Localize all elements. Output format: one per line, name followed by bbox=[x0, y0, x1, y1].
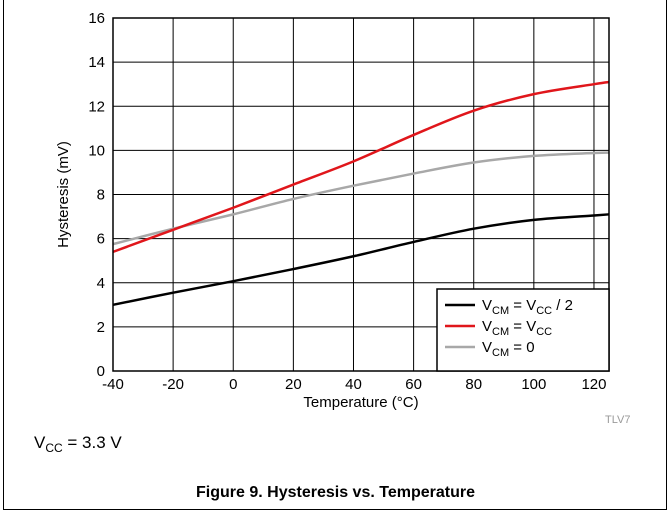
y-tick-label: 0 bbox=[97, 363, 105, 380]
series-line-vcm_half bbox=[112, 213, 610, 307]
figure-frame bbox=[3, 0, 667, 510]
x-tick-label: 120 bbox=[581, 376, 606, 393]
legend-label-vcm_zero: VCM = 0 bbox=[482, 339, 535, 359]
y-tick-label: 12 bbox=[88, 98, 105, 115]
y-tick-label: 2 bbox=[97, 319, 105, 336]
figure-caption: Figure 9. Hysteresis vs. Temperature bbox=[196, 484, 475, 501]
axes: -40 -20 0 20 40 60 80 100 120 0 2 4 6 8 10 12 14 16 bbox=[88, 10, 610, 393]
y-tick-label: 4 bbox=[97, 275, 105, 292]
y-tick-label: 6 bbox=[97, 231, 105, 248]
x-tick-label: -20 bbox=[162, 376, 184, 393]
x-tick-label: 0 bbox=[229, 376, 237, 393]
legend-box bbox=[436, 288, 610, 372]
y-tick-label: 10 bbox=[88, 142, 105, 159]
condition-value: = 3.3 V bbox=[62, 433, 122, 452]
series-layer bbox=[112, 80, 610, 307]
x-tick-label: 40 bbox=[345, 376, 362, 393]
legend-label-vcm_vcc: VCM = VCC bbox=[482, 318, 552, 338]
condition-symbol: V bbox=[34, 433, 46, 452]
watermark-label: TLV7 bbox=[605, 414, 631, 426]
x-axis-title: Temperature (°C) bbox=[303, 394, 418, 411]
series-line-vcm_vcc bbox=[112, 80, 610, 254]
x-tick-label: 60 bbox=[405, 376, 422, 393]
x-tick-label: -40 bbox=[102, 376, 124, 393]
y-axis-title: Hysteresis (mV) bbox=[55, 141, 72, 248]
condition-subscript: CC bbox=[45, 441, 63, 455]
x-tick-label: 100 bbox=[521, 376, 546, 393]
legend-label-vcm_half: VCM = VCC / 2 bbox=[482, 297, 573, 317]
x-tick-label: 20 bbox=[285, 376, 302, 393]
x-tick-label: 80 bbox=[465, 376, 482, 393]
y-tick-label: 8 bbox=[97, 187, 105, 204]
supply-condition: VCC = 3.3 V bbox=[34, 433, 122, 455]
plot-border bbox=[112, 17, 610, 372]
y-tick-label: 16 bbox=[88, 10, 105, 27]
y-tick-label: 14 bbox=[88, 54, 105, 71]
series-line-vcm_zero bbox=[112, 151, 610, 246]
